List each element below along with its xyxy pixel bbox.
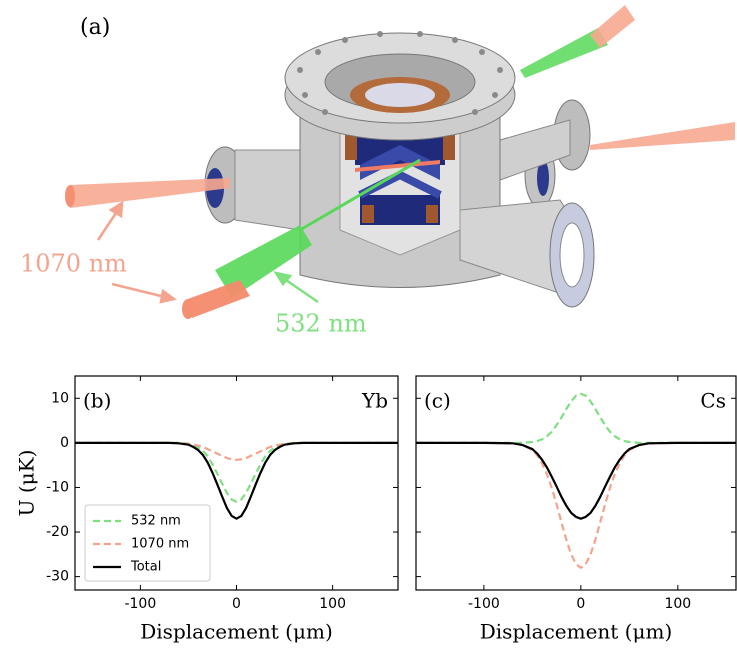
panel-label: (c) (424, 389, 451, 413)
top-window (365, 83, 435, 107)
legend-label: Total (130, 560, 161, 575)
series-line (416, 392, 736, 444)
tube (234, 149, 301, 231)
y-tick-label: -20 (46, 524, 69, 540)
port-opening (559, 222, 585, 288)
chamber-illustration: (a) 1070 nm 532 nm (20, 5, 735, 338)
x-tick-label: 100 (664, 596, 691, 612)
panel-annotation: Yb (361, 389, 388, 413)
beam-532 (520, 28, 608, 78)
y-tick-label: 10 (51, 390, 69, 406)
beam-1070 (590, 122, 735, 150)
beam-1070 (185, 280, 250, 318)
beam-end (182, 299, 194, 319)
y-axis-label: U (μK) (15, 450, 39, 517)
legend-label: 1070 nm (131, 537, 189, 552)
y-tick-label: 0 (60, 435, 69, 451)
series-line (75, 441, 398, 520)
beam-focus (355, 160, 440, 172)
series-line (416, 441, 736, 570)
x-axis-label: Displacement (μm) (480, 620, 673, 644)
beam-end (65, 185, 75, 207)
y-tick-label: -10 (46, 479, 69, 495)
series-line (75, 441, 398, 503)
panel-annotation: Cs (700, 389, 726, 413)
x-tick-label: 0 (232, 596, 241, 612)
x-tick-label: -100 (124, 596, 156, 612)
x-tick-label: 0 (576, 596, 585, 612)
beam-1070 (590, 5, 635, 48)
coil (426, 205, 438, 223)
arrow-532 (273, 271, 319, 304)
beam-532 (215, 225, 312, 298)
panel-label: (b) (83, 389, 111, 413)
legend-box (84, 504, 211, 582)
beam-1070 (70, 178, 230, 208)
beam-label: 1070 nm (20, 250, 127, 278)
coil (362, 205, 374, 223)
series-line (416, 441, 736, 520)
x-tick-label: 100 (319, 596, 346, 612)
plot-frame (415, 375, 737, 591)
x-tick-label: -100 (468, 596, 500, 612)
bolts (297, 31, 503, 115)
series-line (75, 441, 398, 461)
arrows-1070 (96, 200, 177, 304)
legend-label: 532 nm (131, 514, 181, 529)
panel-label: (a) (80, 15, 110, 40)
x-axis-label: Displacement (μm) (140, 620, 333, 644)
beam-label: 532 nm (275, 310, 367, 338)
beam-532 (299, 158, 421, 232)
y-tick-label: -30 (46, 569, 69, 585)
window (537, 160, 549, 196)
